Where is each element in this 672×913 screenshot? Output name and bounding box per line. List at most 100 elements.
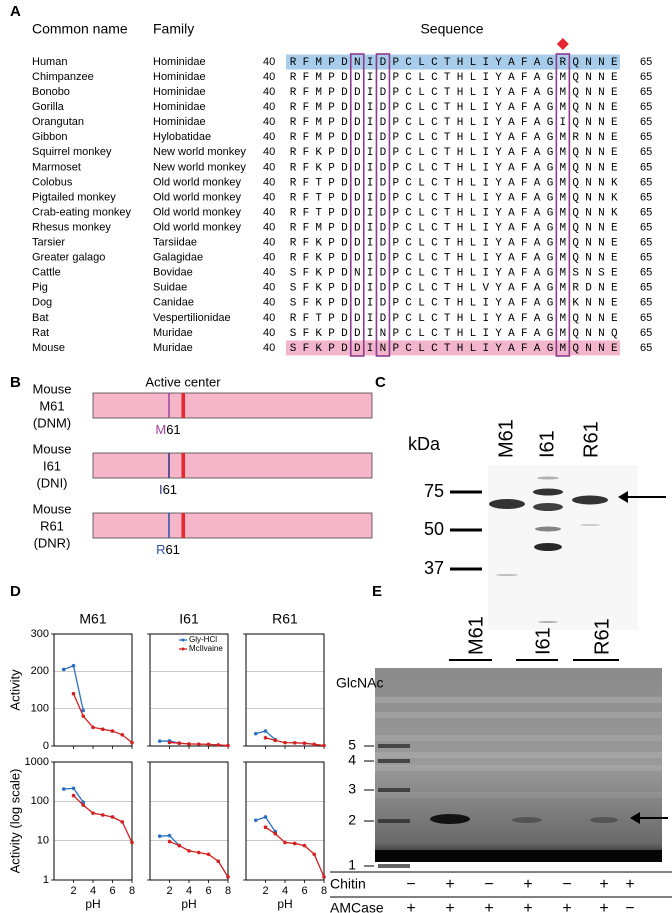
end-position: 65 xyxy=(640,56,652,68)
panel-label: C xyxy=(375,374,386,391)
column-box xyxy=(349,53,365,357)
start-position: 40 xyxy=(263,282,275,294)
ladder-band xyxy=(378,864,410,868)
start-position: 40 xyxy=(263,56,275,68)
table-cell: − xyxy=(406,876,415,893)
row-highlight xyxy=(286,340,620,356)
blot-band xyxy=(489,499,525,509)
residue-label: R61 xyxy=(156,542,180,557)
data-point xyxy=(216,859,221,864)
species-name: Crab-eating monkey xyxy=(32,206,132,218)
family-name: Hominidae xyxy=(153,71,206,83)
data-point xyxy=(130,840,134,845)
protein-bar xyxy=(92,452,373,479)
species-name: Greater galago xyxy=(32,252,105,264)
y-axis-label: Activity (log scale) xyxy=(7,769,22,874)
x-axis-label: pH xyxy=(85,897,100,911)
ladder-band xyxy=(378,819,410,823)
species-name: Pigtailed monkey xyxy=(32,191,116,203)
residue-position: 61 xyxy=(163,482,177,497)
blot-band xyxy=(572,495,608,505)
panel-label: E xyxy=(372,583,382,600)
data-point xyxy=(206,852,211,857)
ladder-band xyxy=(378,759,410,763)
construct-variant: M61 xyxy=(39,398,64,413)
end-position: 65 xyxy=(640,282,652,294)
data-point xyxy=(157,834,162,838)
data-point xyxy=(71,793,76,798)
gel-smear xyxy=(375,712,662,718)
residue-label: M61 xyxy=(155,422,180,437)
blot xyxy=(488,465,638,630)
data-point xyxy=(177,843,182,848)
family-name: Suidae xyxy=(153,282,187,294)
chart-title: I61 xyxy=(179,611,199,627)
row-highlight xyxy=(286,54,620,70)
blot-band xyxy=(533,503,563,511)
data-point xyxy=(292,841,297,846)
gel xyxy=(375,668,662,862)
data-point xyxy=(100,727,105,731)
end-position: 65 xyxy=(640,101,652,113)
start-position: 40 xyxy=(263,191,275,203)
table-cell: + xyxy=(523,900,532,913)
column-header: Family xyxy=(153,21,194,37)
gel-smear xyxy=(375,765,662,771)
start-position: 40 xyxy=(263,116,275,128)
data-point xyxy=(187,849,191,853)
lane-label: R61 xyxy=(580,421,602,458)
data-point xyxy=(167,839,172,844)
x-tick-label: 4 xyxy=(90,885,96,897)
data-point xyxy=(91,811,95,815)
plot-frame xyxy=(53,633,133,747)
family-name: Muridae xyxy=(153,327,193,339)
family-name: Muridae xyxy=(153,342,193,354)
data-point xyxy=(196,742,201,746)
data-point xyxy=(120,820,125,824)
plot-frame xyxy=(149,633,229,747)
end-position: 65 xyxy=(640,342,652,354)
lane-label: I61 xyxy=(536,430,558,458)
y-tick-label: 1000 xyxy=(25,756,49,768)
gel-smear xyxy=(375,752,662,758)
x-axis-label: pH xyxy=(277,897,292,911)
marker-label: 75 xyxy=(424,481,444,501)
start-position: 40 xyxy=(263,221,275,233)
gel-smear xyxy=(375,697,662,703)
end-position: 65 xyxy=(640,86,652,98)
species-name: Tarsier xyxy=(32,237,65,249)
data-point xyxy=(322,875,326,879)
gel-front xyxy=(375,850,662,862)
x-tick-label: 4 xyxy=(186,885,192,897)
species-name: Mouse xyxy=(32,342,65,354)
x-tick-label: 8 xyxy=(321,885,327,897)
product-band xyxy=(430,814,470,824)
column-box xyxy=(375,53,391,357)
end-position: 65 xyxy=(640,312,652,324)
data-point xyxy=(263,815,268,819)
x-tick-label: 6 xyxy=(205,885,211,897)
data-point xyxy=(177,741,182,745)
x-tick-label: 2 xyxy=(262,885,268,897)
residue-position: 61 xyxy=(166,422,180,437)
table-cell: − xyxy=(562,876,571,893)
data-point xyxy=(110,815,115,819)
table-cell: + xyxy=(562,900,571,913)
species-name: Gorilla xyxy=(32,101,65,113)
species-name: Human xyxy=(32,56,67,68)
start-position: 40 xyxy=(263,342,275,354)
end-position: 65 xyxy=(640,176,652,188)
start-position: 40 xyxy=(263,146,275,158)
data-point xyxy=(216,743,221,747)
ladder-title: GlcNAc xyxy=(336,675,383,691)
x-tick-label: 8 xyxy=(129,885,135,897)
series-line xyxy=(63,664,84,711)
end-position: 65 xyxy=(640,327,652,339)
data-point xyxy=(81,714,86,718)
panel-label: A xyxy=(10,3,21,20)
family-name: Old world monkey xyxy=(153,191,242,203)
marker-label: 50 xyxy=(424,519,444,539)
unit-label: kDa xyxy=(408,434,441,454)
table-cell: + xyxy=(625,876,634,893)
x-tick-label: 8 xyxy=(225,885,231,897)
